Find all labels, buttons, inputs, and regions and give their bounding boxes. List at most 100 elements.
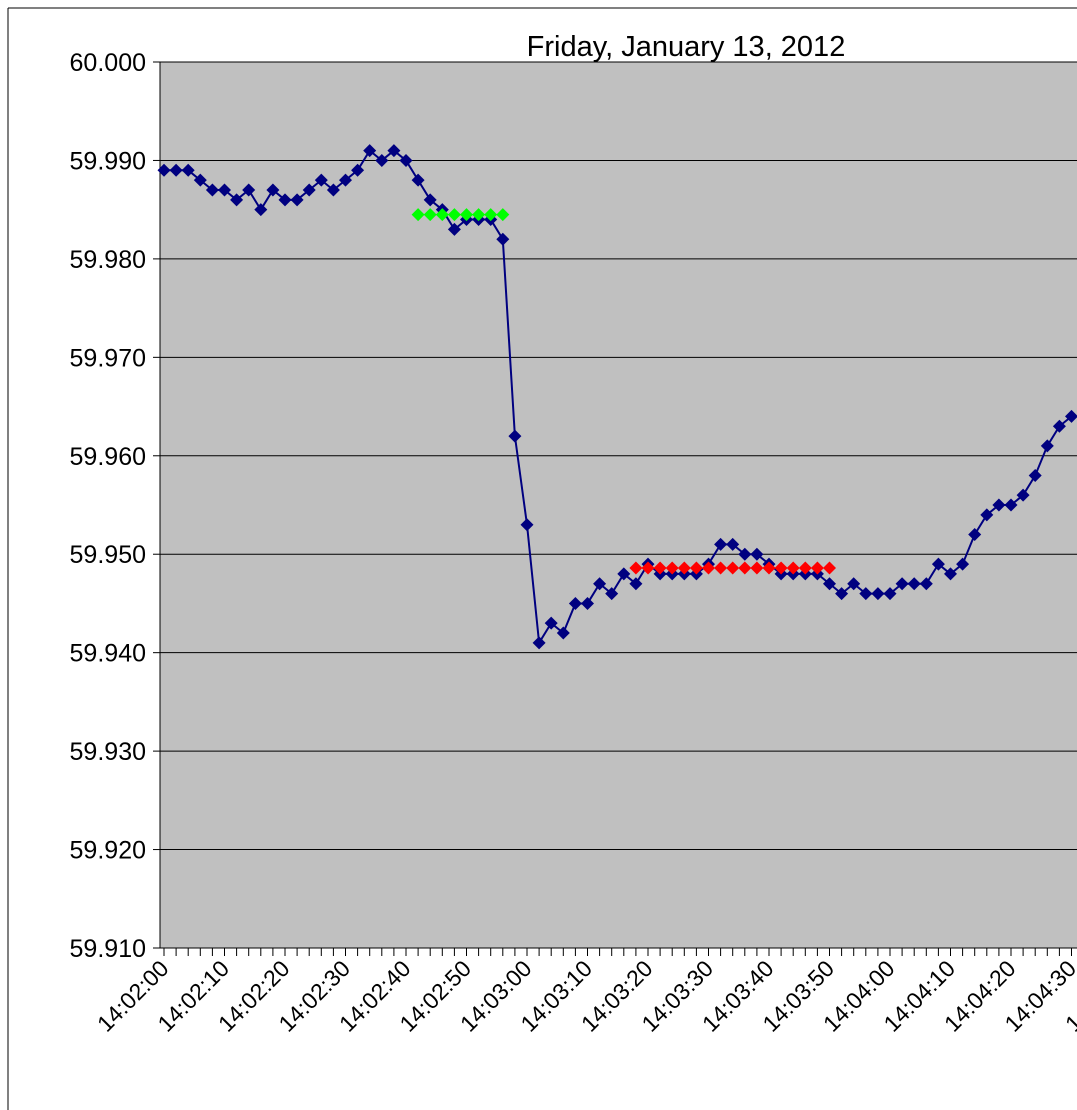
data-point (1028, 468, 1042, 482)
data-point (387, 144, 401, 158)
data-point (823, 577, 836, 591)
data-point (786, 561, 800, 575)
data-point (738, 561, 752, 575)
data-point (351, 163, 365, 177)
data-point (750, 547, 764, 561)
data-point (484, 208, 498, 222)
data-point (205, 183, 219, 197)
data-point (169, 163, 183, 177)
data-point (968, 528, 982, 542)
data-point (520, 518, 534, 532)
data-point (617, 567, 631, 581)
chart-title: Friday, January 13, 2012 (527, 31, 846, 63)
data-point (762, 561, 776, 575)
data-point (629, 577, 643, 591)
data-point (266, 183, 280, 197)
data-point (447, 222, 461, 236)
y-tick-label: 59.960 (70, 443, 146, 471)
data-point (568, 596, 582, 610)
data-point (714, 561, 728, 575)
data-point (593, 577, 607, 591)
data-point (944, 567, 957, 581)
data-point (193, 173, 207, 187)
data-point (254, 203, 268, 217)
data-point (980, 508, 994, 522)
data-point (847, 577, 861, 591)
data-point (375, 153, 389, 167)
data-point (992, 498, 1006, 512)
data-point (278, 193, 292, 207)
data-point (823, 561, 836, 575)
data-point (1052, 419, 1066, 433)
data-point (653, 561, 667, 575)
data-point (726, 537, 740, 551)
data-point (919, 577, 933, 591)
y-tick-label: 59.910 (70, 935, 146, 963)
data-point (1040, 439, 1054, 453)
data-point (496, 232, 510, 246)
data-point (1016, 488, 1030, 502)
data-point (871, 587, 885, 601)
data-point (702, 561, 715, 575)
y-tick-label: 59.980 (70, 246, 146, 274)
data-point (218, 183, 231, 197)
data-point (447, 208, 461, 222)
data-point (302, 183, 316, 197)
data-point (629, 561, 643, 575)
data-point (544, 616, 558, 630)
data-point (508, 429, 522, 443)
data-point (774, 561, 788, 575)
data-point (665, 561, 679, 575)
y-tick-label: 59.930 (70, 738, 146, 766)
data-point (363, 144, 377, 158)
data-point (895, 577, 909, 591)
data-point (423, 193, 437, 207)
data-point (956, 557, 970, 571)
data-point (907, 577, 921, 591)
data-point (641, 561, 655, 575)
data-point (242, 183, 256, 197)
data-point (1065, 409, 1077, 423)
data-point (472, 208, 486, 222)
data-point (750, 561, 764, 575)
y-tick-label: 59.970 (70, 344, 146, 372)
data-point (859, 587, 873, 601)
data-point (714, 537, 728, 551)
data-point (798, 561, 812, 575)
data-point (605, 587, 619, 601)
data-point (496, 208, 510, 222)
data-point (411, 208, 425, 222)
data-point (883, 587, 897, 601)
y-tick-label: 60.000 (70, 49, 146, 77)
data-point (677, 561, 691, 575)
data-point (181, 163, 195, 177)
data-point (314, 173, 328, 187)
data-point (423, 208, 437, 222)
data-point (230, 193, 244, 207)
data-point (411, 173, 425, 187)
y-tick-label: 59.940 (70, 640, 146, 668)
data-point (290, 193, 304, 207)
data-point (460, 208, 473, 222)
data-point (556, 626, 570, 640)
data-point (726, 561, 740, 575)
data-point (157, 163, 171, 177)
data-point (339, 173, 352, 187)
data-point (532, 636, 546, 650)
data-point (689, 561, 703, 575)
data-point (810, 561, 824, 575)
data-point (435, 208, 449, 222)
y-tick-label: 59.950 (70, 541, 146, 569)
data-point (835, 587, 849, 601)
plot-area (160, 62, 1077, 948)
y-tick-label: 59.920 (70, 837, 146, 865)
data-point (399, 153, 413, 167)
data-point (1004, 498, 1018, 512)
data-point (738, 547, 752, 561)
data-point (581, 596, 594, 610)
data-point (326, 183, 340, 197)
y-tick-label: 59.990 (70, 147, 146, 175)
data-point (931, 557, 945, 571)
